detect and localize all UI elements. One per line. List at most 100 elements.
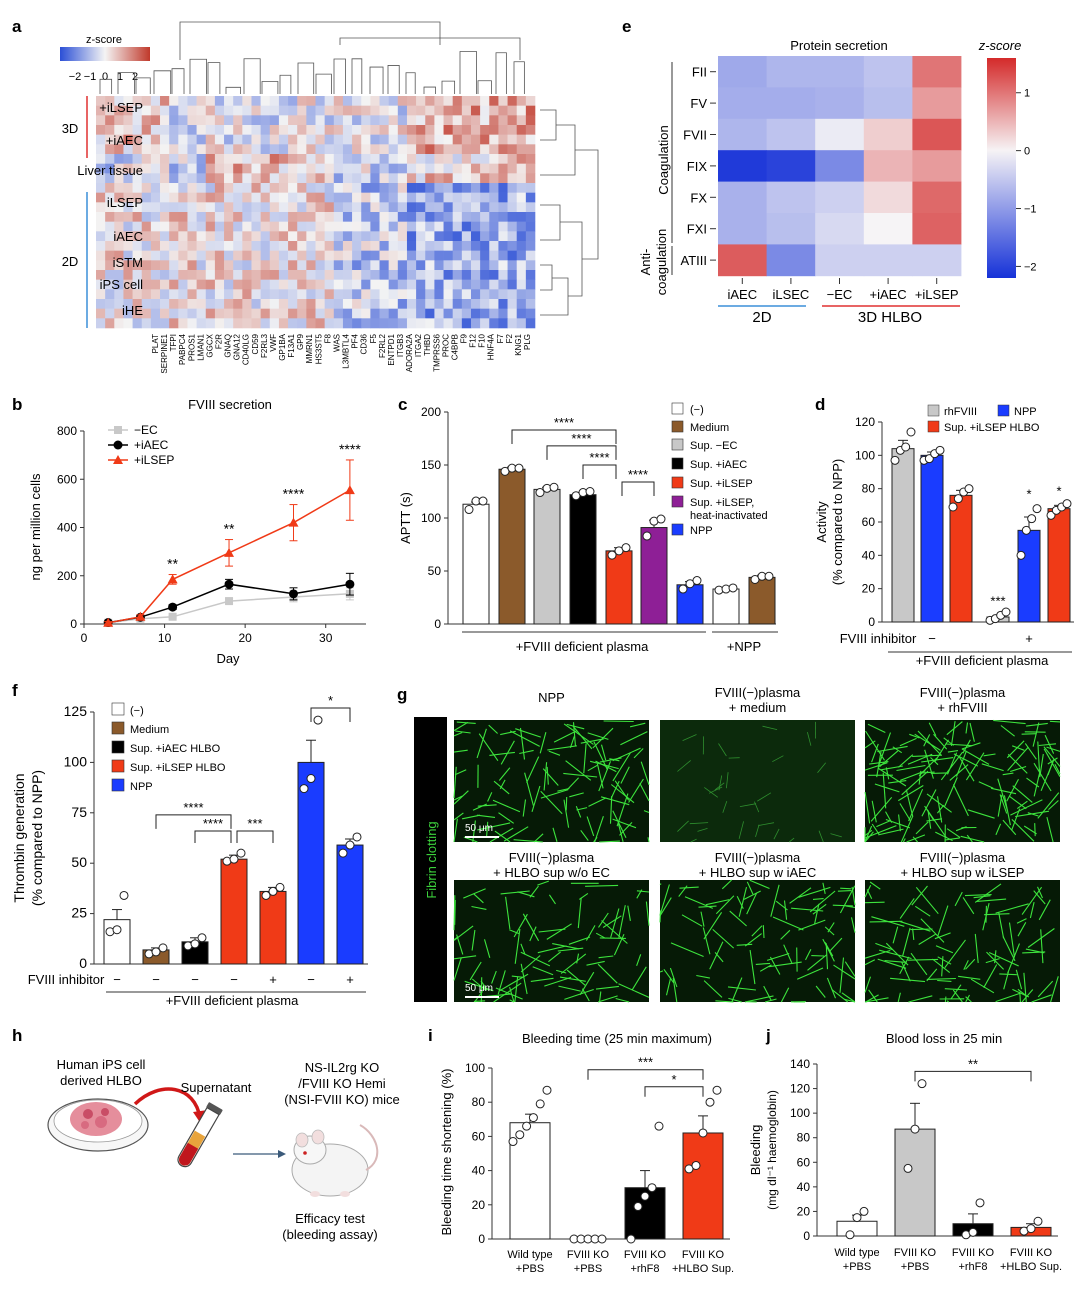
heatmap-cell bbox=[380, 183, 389, 193]
significance-label: **** bbox=[571, 431, 591, 446]
heatmap-cell bbox=[444, 231, 453, 241]
heatmap-cell bbox=[498, 164, 507, 174]
data-point bbox=[969, 1228, 977, 1236]
heatmap-cell bbox=[425, 154, 434, 164]
heatmap-cell bbox=[224, 212, 233, 222]
heatmap-cell bbox=[864, 87, 913, 119]
legend-label: Sup. +iLSEP, bbox=[690, 497, 754, 509]
heatmap-cell bbox=[96, 193, 105, 203]
heatmap-cell bbox=[169, 289, 178, 299]
heatmap-cell bbox=[462, 222, 471, 232]
heatmap-cell bbox=[261, 96, 270, 106]
heatmap-cell bbox=[96, 115, 105, 125]
heatmap-cell bbox=[96, 183, 105, 193]
heatmap-cell bbox=[297, 251, 306, 261]
row-label: iHE bbox=[122, 303, 143, 318]
heatmap-cell bbox=[370, 164, 379, 174]
x-axis-label-b: Day bbox=[216, 651, 240, 666]
data-point bbox=[353, 833, 361, 841]
heatmap-cell bbox=[453, 251, 462, 261]
x-tick-label: FVIII KO bbox=[624, 1249, 667, 1261]
heatmap-cell bbox=[187, 115, 196, 125]
data-point bbox=[634, 1203, 642, 1211]
heatmap-cell bbox=[343, 135, 352, 145]
heatmap-cell bbox=[434, 173, 443, 183]
heatmap-cell bbox=[233, 251, 242, 261]
heatmap-cell bbox=[517, 135, 526, 145]
heatmap-cell bbox=[206, 241, 215, 251]
heatmap-cell bbox=[343, 106, 352, 116]
heatmap-cell bbox=[416, 241, 425, 251]
heatmap-cell bbox=[316, 260, 325, 270]
y-tick-label: 120 bbox=[790, 1082, 810, 1096]
heatmap-cell bbox=[471, 289, 480, 299]
heatmap-cell bbox=[343, 260, 352, 270]
heatmap-cell bbox=[444, 202, 453, 212]
heatmap-cell bbox=[471, 318, 480, 328]
heatmap-cell bbox=[215, 212, 224, 222]
group-label-coagulation: Coagulation bbox=[656, 125, 671, 194]
heatmap-cell bbox=[480, 299, 489, 309]
heatmap-cell bbox=[380, 96, 389, 106]
heatmap-cell bbox=[197, 289, 206, 299]
image-title: NPP bbox=[538, 690, 565, 705]
heatmap-cell bbox=[334, 289, 343, 299]
heatmap-cell bbox=[197, 135, 206, 145]
heatmap-cell bbox=[169, 212, 178, 222]
row-dendrogram bbox=[540, 110, 598, 315]
heatmap-cell bbox=[142, 173, 151, 183]
heatmap-cell bbox=[389, 231, 398, 241]
heatmap-cell bbox=[407, 289, 416, 299]
gene-label: F2RL2 bbox=[378, 333, 387, 358]
h-text-mice-3: (NSI-FVIII KO) mice bbox=[284, 1092, 400, 1107]
heatmap-cell bbox=[96, 231, 105, 241]
gene-label: SERPINE1 bbox=[160, 333, 169, 373]
data-point bbox=[699, 1129, 707, 1137]
heatmap-cell bbox=[389, 212, 398, 222]
data-point bbox=[543, 1086, 551, 1094]
legend-swatch bbox=[672, 439, 683, 450]
significance-bracket bbox=[622, 482, 654, 496]
heatmap-cell bbox=[151, 289, 160, 299]
heatmap-cell bbox=[416, 280, 425, 290]
legend-swatch bbox=[672, 477, 683, 488]
heatmap-cell bbox=[178, 164, 187, 174]
heatmap-cell bbox=[197, 202, 206, 212]
heatmap-cell bbox=[489, 260, 498, 270]
bar bbox=[1048, 509, 1070, 622]
heatmap-cell bbox=[325, 106, 334, 116]
heatmap-cell bbox=[160, 115, 169, 125]
heatmap-cell bbox=[444, 289, 453, 299]
heatmap-cell bbox=[389, 183, 398, 193]
heatmap-cell bbox=[197, 309, 206, 319]
heatmap-cell bbox=[160, 173, 169, 183]
heatmap-cell bbox=[187, 135, 196, 145]
heatmap-cell bbox=[288, 202, 297, 212]
data-point bbox=[657, 515, 665, 523]
data-point bbox=[345, 580, 354, 589]
heatmap-cell bbox=[498, 193, 507, 203]
heatmap-cell bbox=[767, 87, 816, 119]
legend-label-iaec: +iAEC bbox=[134, 438, 169, 452]
heatmap-cell bbox=[142, 299, 151, 309]
image-title: FVIII(−)plasma bbox=[509, 850, 595, 865]
heatmap-cell bbox=[361, 318, 370, 328]
heatmap-cell bbox=[233, 115, 242, 125]
zscore-tick-a: −2 bbox=[69, 71, 82, 83]
heatmap-cell bbox=[912, 182, 961, 214]
heatmap-cell bbox=[398, 183, 407, 193]
heatmap-cell bbox=[389, 135, 398, 145]
legend-label: NPP bbox=[130, 781, 153, 793]
heatmap-cell bbox=[389, 318, 398, 328]
heatmap-cell bbox=[526, 144, 535, 154]
legend-label: (−) bbox=[690, 404, 704, 416]
heatmap-cell bbox=[361, 164, 370, 174]
heatmap-cell bbox=[434, 299, 443, 309]
heatmap-cell bbox=[425, 289, 434, 299]
heatmap-cell bbox=[380, 241, 389, 251]
heatmap-cell bbox=[270, 154, 279, 164]
heatmap-cell bbox=[480, 222, 489, 232]
heatmap-cell bbox=[306, 154, 315, 164]
heatmap-cell bbox=[407, 173, 416, 183]
